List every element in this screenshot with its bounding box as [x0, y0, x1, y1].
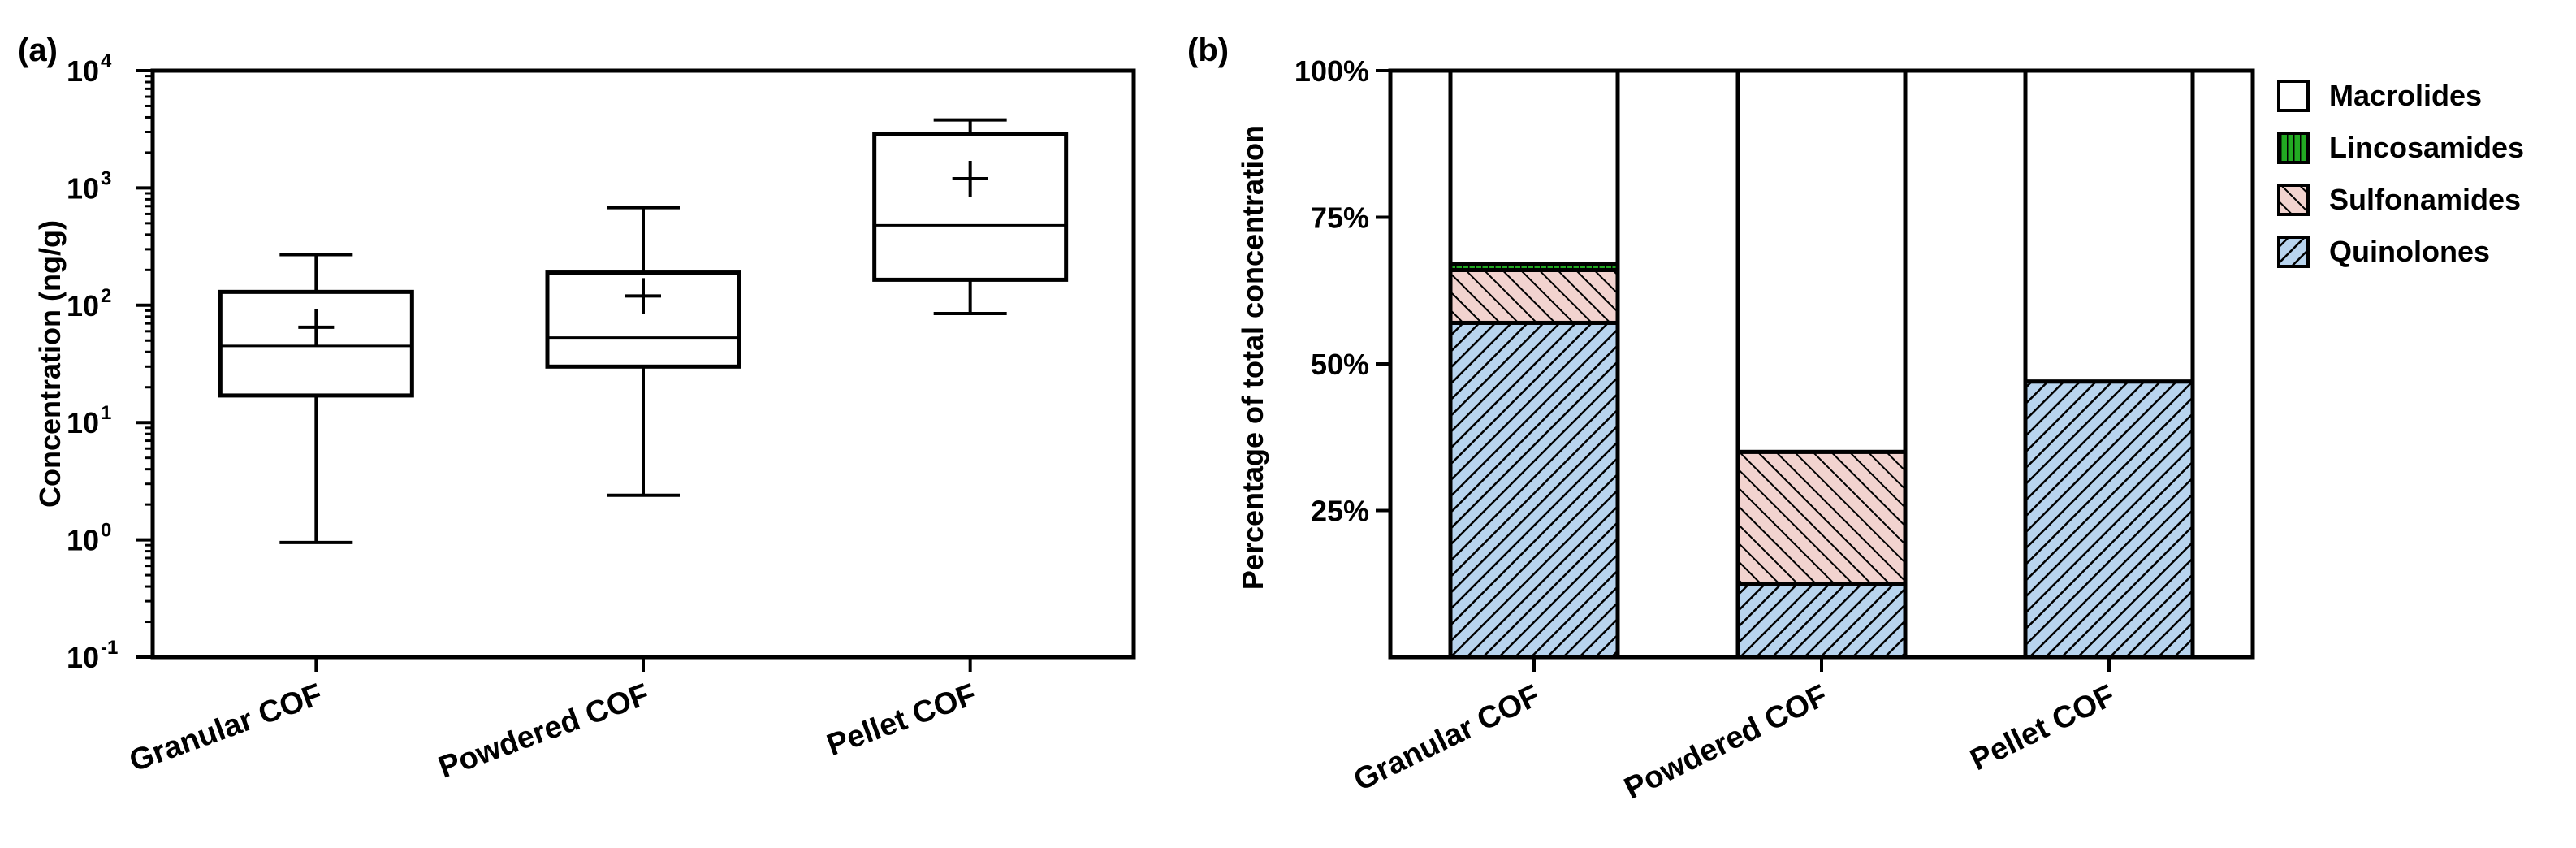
y-tick-exponent: -1 — [101, 637, 118, 659]
y-tick-exponent: 1 — [101, 402, 111, 424]
y-tick-exponent: 2 — [101, 285, 111, 307]
segment-quinolones — [1735, 582, 1908, 660]
y-tick-label: 10 — [67, 289, 99, 322]
segment-quinolones — [2023, 379, 2195, 660]
y-tick-label: 25% — [1311, 495, 1369, 528]
panel-b-legend: Macrolides Lincosamides Sulfonamides Quinol… — [2277, 79, 2524, 268]
y-tick-label: 10 — [67, 641, 99, 674]
panel-a-y-axis-title: Concentration (ng/g) — [33, 220, 67, 508]
box-pellet-cof — [872, 118, 1069, 315]
bar-pellet-cof — [2023, 68, 2195, 660]
segment-sulfonamides — [1448, 267, 1620, 325]
segment-macrolides — [1735, 68, 1908, 454]
legend-swatch-macrolides — [2277, 80, 2310, 112]
x-label-pellet-cof: Pellet COF — [1965, 678, 2120, 777]
legend-swatch-lincosamides — [2277, 132, 2310, 164]
panel-b-label: (b) — [1187, 32, 1229, 68]
y-tick-label: 75% — [1311, 201, 1369, 235]
segment-macrolides — [1448, 68, 1620, 266]
panel-a-label: (a) — [18, 32, 58, 68]
x-label-pellet-cof: Pellet COF — [823, 677, 981, 763]
bar-powdered-cof — [1735, 68, 1908, 660]
legend-swatch-quinolones — [2277, 236, 2310, 268]
legend-label-quinolones: Quinolones — [2329, 235, 2490, 268]
legend-item-quinolones: Quinolones — [2277, 235, 2490, 268]
panel-b-y-ticks: 25% 50% 75% 100% — [1294, 54, 1390, 528]
iqr-box — [872, 132, 1069, 282]
panel-b-x-labels: Granular COF Powdered COF Pellet COF — [1349, 657, 2120, 806]
box-granular-cof — [218, 253, 414, 544]
legend-swatch-sulfonamides — [2277, 184, 2310, 216]
y-tick-label: 10 — [67, 171, 99, 205]
x-label-powdered-cof: Powdered COF — [1619, 678, 1833, 806]
y-tick-exponent: 0 — [101, 520, 111, 542]
x-label-powdered-cof: Powdered COF — [434, 677, 654, 785]
box-powdered-cof — [545, 206, 741, 497]
legend-item-lincosamides: Lincosamides — [2277, 131, 2524, 164]
panel-b-y-axis-title: Percentage of total concentration — [1236, 125, 1269, 590]
x-label-granular-cof: Granular COF — [125, 677, 326, 779]
panel-b-bars — [1448, 68, 2195, 660]
segment-sulfonamides — [1735, 449, 1908, 586]
legend-label-sulfonamides: Sulfonamides — [2329, 183, 2521, 216]
y-tick-label: 10 — [67, 406, 99, 439]
x-label-granular-cof: Granular COF — [1349, 678, 1545, 798]
segment-macrolides — [2023, 68, 2195, 384]
y-tick-label: 100% — [1294, 54, 1369, 88]
y-tick-label: 10 — [67, 524, 99, 557]
y-tick-label: 50% — [1311, 348, 1369, 381]
panel-b-stacked-bar: (b) 25% 50% 75% 100% Percentage of total co… — [1187, 32, 2524, 806]
bar-granular-cof — [1448, 68, 1620, 660]
segment-quinolones — [1448, 320, 1620, 660]
legend-label-lincosamides: Lincosamides — [2329, 131, 2524, 164]
y-tick-exponent: 4 — [101, 50, 112, 72]
panel-a-x-labels: Granular COF Powdered COF Pellet COF — [125, 657, 981, 785]
y-tick-exponent: 3 — [101, 167, 111, 189]
panel-a-boxes — [218, 118, 1069, 544]
legend-item-sulfonamides: Sulfonamides — [2277, 183, 2521, 216]
y-tick-label: 10 — [67, 54, 99, 88]
legend-label-macrolides: Macrolides — [2329, 79, 2482, 112]
legend-item-macrolides: Macrolides — [2277, 79, 2482, 112]
